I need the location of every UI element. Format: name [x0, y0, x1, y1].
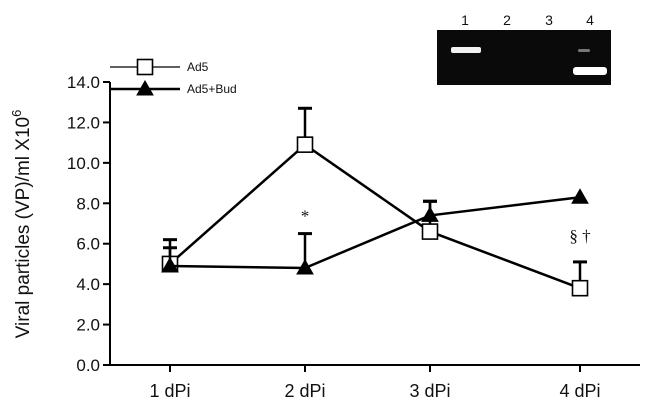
gel-background [437, 30, 611, 85]
y-axis-label-superscript: 6 [9, 110, 24, 117]
gel-band-lane-4 [573, 67, 607, 75]
significance-annotation: § † [569, 227, 590, 246]
series-line [169, 143, 581, 290]
series-ad5-bud [161, 188, 589, 275]
data-point [296, 136, 314, 153]
significance-annotation: * [301, 206, 310, 225]
y-tick-label: 12.0 [67, 113, 100, 132]
data-point [421, 206, 439, 222]
legend-marker [136, 58, 154, 76]
gel-band-lane-4-faint [578, 49, 590, 52]
data-point [571, 188, 589, 204]
legend-label: Ad5+Bud [187, 82, 237, 96]
inset-gel: 1 2 3 4 [437, 12, 611, 85]
x-tick-label: 3 dPi [409, 381, 450, 401]
series-line [169, 195, 581, 270]
y-tick-label: 4.0 [76, 275, 100, 294]
data-point [571, 279, 589, 297]
data-point [161, 256, 179, 273]
legend-marker [136, 79, 154, 96]
y-tick-label: 0.0 [76, 356, 100, 375]
y-tick-label: 10.0 [67, 154, 100, 173]
legend: Ad5 Ad5+Bud [110, 58, 237, 96]
legend-label: Ad5 [187, 60, 209, 74]
x-tick-label: 2 dPi [284, 381, 325, 401]
x-tick-label: 4 dPi [559, 381, 600, 401]
y-axis: 0.0 2.0 4.0 6.0 8.0 10.0 12.0 14.0 [67, 73, 111, 375]
gel-band-lane-1 [451, 47, 481, 53]
data-point [421, 223, 439, 240]
y-tick-label: 6.0 [76, 235, 100, 254]
y-tick-label: 2.0 [76, 316, 100, 335]
y-tick-label: 14.0 [67, 73, 100, 92]
data-point [296, 258, 314, 275]
gel-lane-label: 1 [461, 12, 469, 28]
y-tick-label: 8.0 [76, 194, 100, 213]
gel-lane-label: 2 [503, 12, 511, 28]
gel-lane-label: 4 [586, 12, 594, 28]
y-axis-label-text: Viral particles (VP)/ml X10 [13, 117, 34, 338]
x-axis: 1 dPi 2 dPi 3 dPi 4 dPi [110, 364, 640, 401]
x-tick-label: 1 dPi [149, 381, 190, 401]
gel-lane-label: 3 [545, 12, 553, 28]
y-axis-label: Viral particles (VP)/ml X106 [9, 110, 34, 339]
